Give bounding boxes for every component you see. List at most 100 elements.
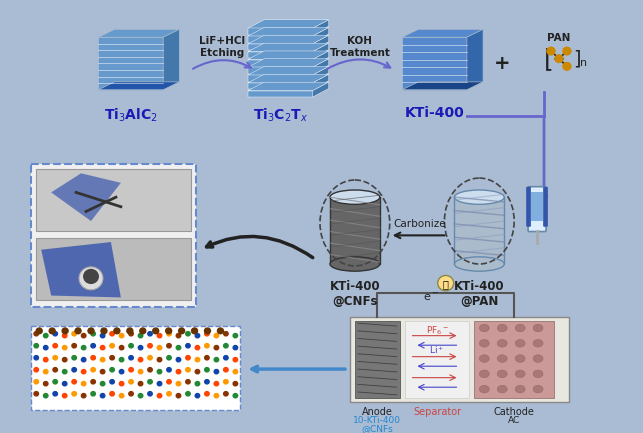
Ellipse shape [515, 324, 525, 332]
Circle shape [34, 355, 39, 360]
Circle shape [34, 380, 39, 384]
Circle shape [176, 381, 181, 386]
Circle shape [224, 380, 228, 384]
Circle shape [72, 355, 77, 360]
Circle shape [129, 380, 133, 384]
Circle shape [217, 328, 223, 334]
Polygon shape [467, 29, 483, 90]
Circle shape [176, 358, 181, 362]
Bar [330, 197, 380, 264]
Text: Cathode: Cathode [494, 407, 534, 417]
Text: KTi-400: KTi-400 [404, 107, 464, 120]
Circle shape [72, 380, 77, 384]
Circle shape [195, 381, 200, 386]
Bar [355, 321, 400, 398]
Polygon shape [98, 82, 179, 90]
Circle shape [138, 381, 143, 386]
Circle shape [120, 333, 124, 338]
Circle shape [224, 332, 228, 336]
Polygon shape [312, 43, 329, 58]
Circle shape [72, 332, 77, 336]
Text: Separator: Separator [413, 407, 461, 417]
Circle shape [158, 358, 162, 362]
Circle shape [167, 368, 171, 372]
Circle shape [72, 391, 77, 396]
Circle shape [91, 344, 95, 348]
Circle shape [233, 346, 238, 350]
Circle shape [100, 394, 105, 398]
Circle shape [53, 368, 57, 372]
Circle shape [129, 355, 133, 360]
Circle shape [153, 328, 159, 334]
Ellipse shape [479, 370, 489, 378]
Ellipse shape [497, 370, 507, 378]
Bar [475, 321, 554, 398]
Circle shape [34, 332, 39, 336]
Circle shape [120, 358, 124, 362]
Circle shape [138, 358, 143, 362]
Circle shape [148, 355, 152, 360]
Polygon shape [248, 75, 312, 81]
Circle shape [204, 328, 210, 334]
Circle shape [44, 394, 48, 398]
FancyBboxPatch shape [527, 187, 530, 226]
Circle shape [224, 344, 228, 348]
Polygon shape [312, 51, 329, 66]
Circle shape [138, 369, 143, 374]
Circle shape [127, 328, 133, 334]
Circle shape [214, 394, 219, 398]
Bar [455, 197, 504, 264]
Circle shape [120, 381, 124, 386]
Circle shape [224, 368, 228, 372]
Circle shape [204, 332, 209, 336]
Ellipse shape [479, 324, 489, 332]
Circle shape [233, 369, 238, 374]
Circle shape [195, 369, 200, 374]
Circle shape [148, 368, 152, 372]
Circle shape [34, 391, 39, 396]
Polygon shape [248, 36, 312, 42]
Circle shape [72, 344, 77, 348]
Polygon shape [248, 67, 329, 75]
Circle shape [233, 394, 238, 398]
Circle shape [129, 368, 133, 372]
Circle shape [214, 346, 219, 350]
Circle shape [88, 328, 94, 334]
Ellipse shape [479, 339, 489, 347]
Circle shape [82, 358, 86, 362]
Circle shape [547, 47, 555, 55]
Circle shape [82, 346, 86, 350]
Circle shape [62, 381, 67, 386]
Polygon shape [248, 83, 312, 89]
Circle shape [166, 328, 172, 334]
Ellipse shape [497, 339, 507, 347]
Polygon shape [312, 74, 329, 89]
Polygon shape [248, 36, 329, 44]
Circle shape [110, 332, 114, 336]
Circle shape [148, 344, 152, 348]
Bar [350, 317, 569, 403]
Circle shape [62, 358, 67, 362]
Circle shape [176, 394, 181, 398]
Polygon shape [248, 74, 329, 83]
Ellipse shape [455, 257, 504, 271]
Circle shape [34, 344, 39, 348]
Circle shape [53, 332, 57, 336]
Polygon shape [312, 36, 329, 50]
Circle shape [82, 369, 86, 374]
Circle shape [110, 380, 114, 384]
Ellipse shape [330, 190, 380, 204]
Bar [531, 192, 543, 221]
Circle shape [563, 47, 571, 55]
Circle shape [176, 346, 181, 350]
Circle shape [53, 380, 57, 384]
Circle shape [72, 368, 77, 372]
Circle shape [53, 355, 57, 360]
Circle shape [120, 369, 124, 374]
Circle shape [91, 391, 95, 396]
Circle shape [186, 355, 190, 360]
Polygon shape [248, 20, 329, 29]
Circle shape [129, 344, 133, 348]
Text: LiF+HCl
Etching: LiF+HCl Etching [199, 36, 246, 58]
Circle shape [192, 328, 197, 334]
